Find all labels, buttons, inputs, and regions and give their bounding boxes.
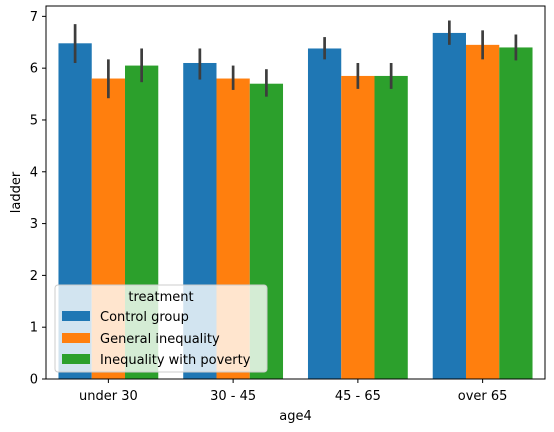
bar-general-inequality-over-65 [465,44,500,380]
legend-label-control-group: Control group [100,310,189,325]
x-tick-label: over 65 [458,389,508,404]
legend-swatch-general-inequality [62,333,90,343]
y-tick-label: 4 [30,165,38,180]
x-axis: under 30 30 - 45 45 - 65 over 65 [79,379,507,404]
y-tick-label: 1 [30,321,38,336]
bar-inequality-with-poverty-45-65 [374,75,408,379]
y-tick-label: 3 [30,217,38,232]
legend: treatment Control group General inequali… [54,284,268,373]
y-tick-label: 7 [30,10,38,25]
y-tick-label: 5 [30,113,38,128]
error-bars-layer [73,20,518,99]
bar-general-inequality-45-65 [341,75,375,379]
legend-label-inequality-with-poverty: Inequality with poverty [100,353,251,368]
y-axis: 0 1 2 3 4 5 6 7 [30,10,46,388]
y-tick-label: 2 [30,269,38,284]
legend-box [54,284,268,373]
legend-swatch-control-group [62,311,90,321]
y-tick-label: 0 [30,373,38,388]
y-axis-label: ladder [9,171,24,213]
x-tick-label: 30 - 45 [210,389,256,404]
legend-label-general-inequality: General inequality [100,332,220,347]
legend-title: treatment [128,290,193,305]
legend-swatch-inequality-with-poverty [62,354,90,364]
plot-frame [45,5,546,380]
x-tick-label: under 30 [79,389,138,404]
bar-control-group-45-65 [307,48,342,379]
bar-inequality-with-poverty-over-65 [499,47,533,379]
x-axis-label: age4 [279,409,312,424]
x-tick-label: 45 - 65 [335,389,381,404]
bar-control-group-over-65 [432,32,466,379]
y-tick-label: 6 [30,62,38,77]
